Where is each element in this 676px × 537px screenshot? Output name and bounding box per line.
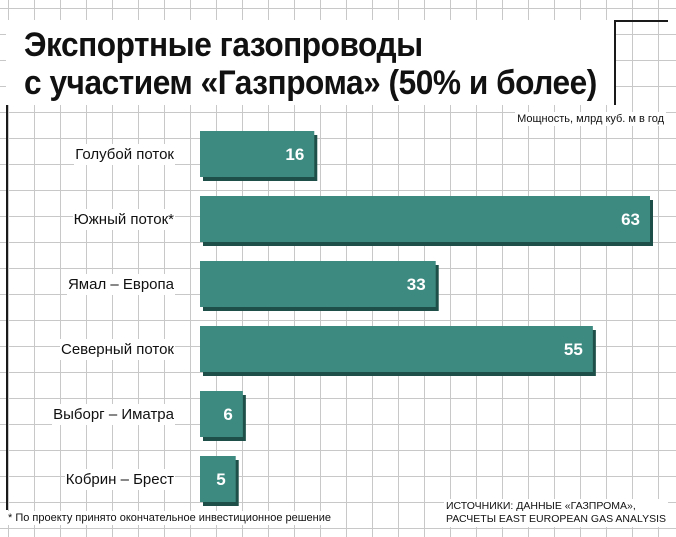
sources-line-1: ИСТОЧНИКИ: ДАННЫЕ «ГАЗПРОМА», [445, 500, 636, 512]
category-label: Северный поток [59, 339, 175, 360]
chart-title-line-2: с участием «Газпрома» (50% и более) [24, 64, 597, 102]
bar-value-label: 16 [285, 145, 304, 164]
sources-line-2: РАСЧЕТЫ EAST EUROPEAN GAS ANALYSIS [445, 513, 666, 525]
title-block: Экспортные газопроводы с участием «Газпр… [6, 20, 616, 105]
category-label: Ямал – Европа [66, 274, 175, 295]
bar [200, 456, 236, 502]
bar-value-label: 63 [621, 210, 640, 229]
sources-note: ИСТОЧНИКИ: ДАННЫЕ «ГАЗПРОМА», РАСЧЕТЫ EA… [443, 499, 668, 527]
bar [200, 391, 243, 437]
bar [200, 261, 436, 307]
category-label: Кобрин – Брест [64, 469, 175, 490]
bar-value-label: 5 [216, 470, 225, 489]
bar [200, 326, 593, 372]
bar-value-label: 6 [223, 405, 232, 424]
footnote: * По проекту принято окончательное инвес… [6, 511, 334, 525]
bar [200, 131, 315, 177]
chart-title-line-1: Экспортные газопроводы [24, 26, 423, 64]
frame-left-line [6, 20, 8, 510]
category-label: Южный поток* [72, 209, 175, 230]
category-label: Выборг – Иматра [52, 404, 175, 425]
bar-value-label: 55 [564, 340, 583, 359]
unit-label: Мощность, млрд куб. м в год [515, 112, 666, 126]
category-label: Голубой поток [74, 144, 175, 165]
bar [200, 196, 650, 242]
bar-value-label: 33 [407, 275, 426, 294]
